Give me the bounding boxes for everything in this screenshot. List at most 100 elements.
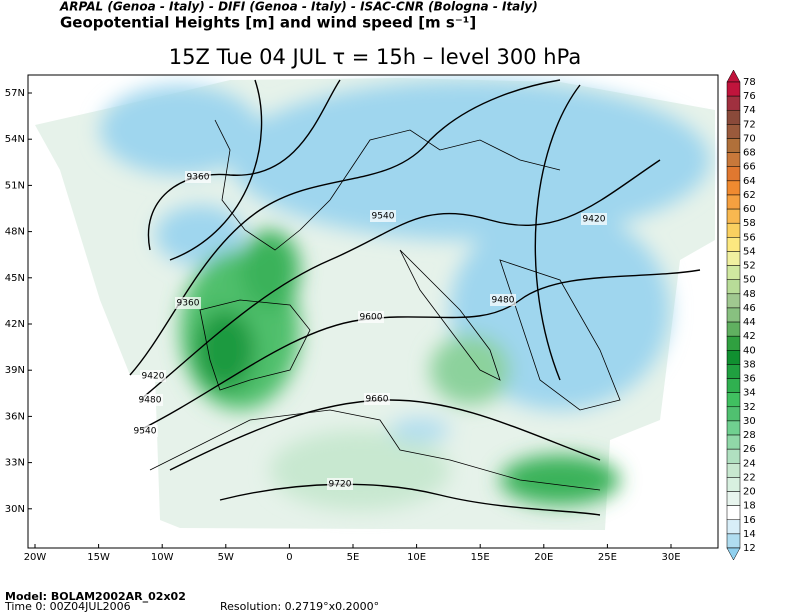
colorbar-cell [726,95,741,111]
colorbar-cell [726,491,741,506]
contour-label: 9480 [492,296,515,306]
colorbar-cell [726,406,741,422]
colorbar-cell [726,237,741,252]
time: Time 0: 00Z04JUL2006 [4,600,131,612]
lon-label: 15E [471,552,490,563]
colorbar-label: 76 [743,91,756,102]
contour-label: 9360 [187,173,210,183]
colorbar-cell [726,265,741,280]
colorbar-cell [726,138,741,153]
lat-label: 33N [5,458,25,469]
lon-label: 30E [661,552,680,563]
lon-label: 10W [151,552,174,563]
contour-label: 9420 [583,215,606,225]
lat-label: 48N [5,227,25,238]
colorbar-cell [726,81,741,97]
colorbar-label: 16 [743,515,756,526]
contour-label: 9660 [366,395,389,405]
colorbar-label: 12 [743,543,756,554]
colorbar-cell [726,533,741,549]
colorbar-cell [726,194,741,210]
contour-label: 9480 [139,396,162,406]
map-frame [27,74,719,549]
colorbar-arrow-bottom [726,547,741,561]
lat-label: 42N [5,319,25,330]
contour-label-bg [185,171,211,183]
lon-label: 15W [87,552,110,563]
contour-label: 9360 [177,299,200,309]
contour-label-bg [358,311,384,323]
colorbar-label: 52 [743,261,756,272]
colorbar-cell [726,208,741,224]
lat-label: 36N [5,411,25,422]
contour-label-bg [175,297,201,309]
model: Model: BOLAM2002AR_02x02 [5,590,186,603]
contour-label-bg [490,294,516,306]
colorbar-label: 38 [743,359,756,370]
colorbar-label: 32 [743,402,756,413]
lon-label: 10E [407,552,426,563]
lon-label: 25E [598,552,617,563]
colorbar-label: 36 [743,374,756,385]
colorbar-label: 48 [743,289,756,300]
colorbar-cell [726,420,741,436]
colorbar-label: 60 [743,204,756,215]
lat-label: 51N [5,180,25,191]
contour-label: 9540 [372,212,395,222]
colorbar-label: 18 [743,501,756,512]
colorbar-cell [726,378,741,393]
contour-label-bg [327,478,353,490]
title: 15Z Tue 04 JUL τ = 15h – level 300 hPa [169,45,581,69]
colorbar-label: 50 [743,275,756,286]
colorbar-cell [726,434,741,450]
colorbar-label: 58 [743,218,756,229]
colorbar-label: 34 [743,388,756,399]
colorbar-arrow-top [726,69,741,83]
colorbar-label: 72 [743,119,756,130]
colorbar-label: 20 [743,487,756,498]
colorbar-label: 64 [743,176,756,187]
map-field [35,78,715,530]
colorbar-cell [726,350,741,365]
colorbar-label: 24 [743,458,756,469]
lat-label: 57N [5,88,25,99]
colorbar-label: 14 [743,529,756,540]
lat-label: 45N [5,273,25,284]
colorbar-label: 26 [743,444,756,455]
colorbar-cell [726,321,741,337]
colorbar-label: 66 [743,162,756,173]
colorbar-label: 70 [743,133,756,144]
field-title: Geopotential Heights [m] and wind speed … [60,14,476,32]
contour-label: 9720 [329,480,352,490]
colorbar-cell [726,448,741,464]
contour-label: 9600 [360,313,383,323]
colorbar-cell [726,251,741,266]
colorbar-label: 56 [743,232,756,243]
colorbar-cell [726,109,741,125]
lon-label: 5E [347,552,360,563]
contour-label: 9540 [134,427,157,437]
colorbar-cell [726,364,741,379]
institutions: ARPAL (Genoa - Italy) - DIFI (Genoa - It… [59,0,538,14]
colorbar-cell [726,463,741,478]
colorbar-cell [726,293,741,309]
contour-label-bg [364,393,390,405]
contour-label-bg [370,210,396,222]
colorbar-cell [726,180,741,196]
colorbar-cell [726,222,741,238]
lon-label: 5W [218,552,234,563]
colorbar-label: 30 [743,416,756,427]
colorbar-label: 62 [743,190,756,201]
colorbar-cell [726,519,741,535]
lat-label: 54N [5,134,25,145]
contour-label-bg [140,370,166,382]
colorbar-label: 78 [743,77,756,88]
lon-label: 20W [24,552,47,563]
lon-label: 0 [286,552,292,563]
colorbar-cell [726,477,741,492]
colorbar-cell [726,505,741,521]
colorbar-label: 46 [743,303,756,314]
lat-label: 30N [5,504,25,515]
contour-label: 9420 [142,372,165,382]
